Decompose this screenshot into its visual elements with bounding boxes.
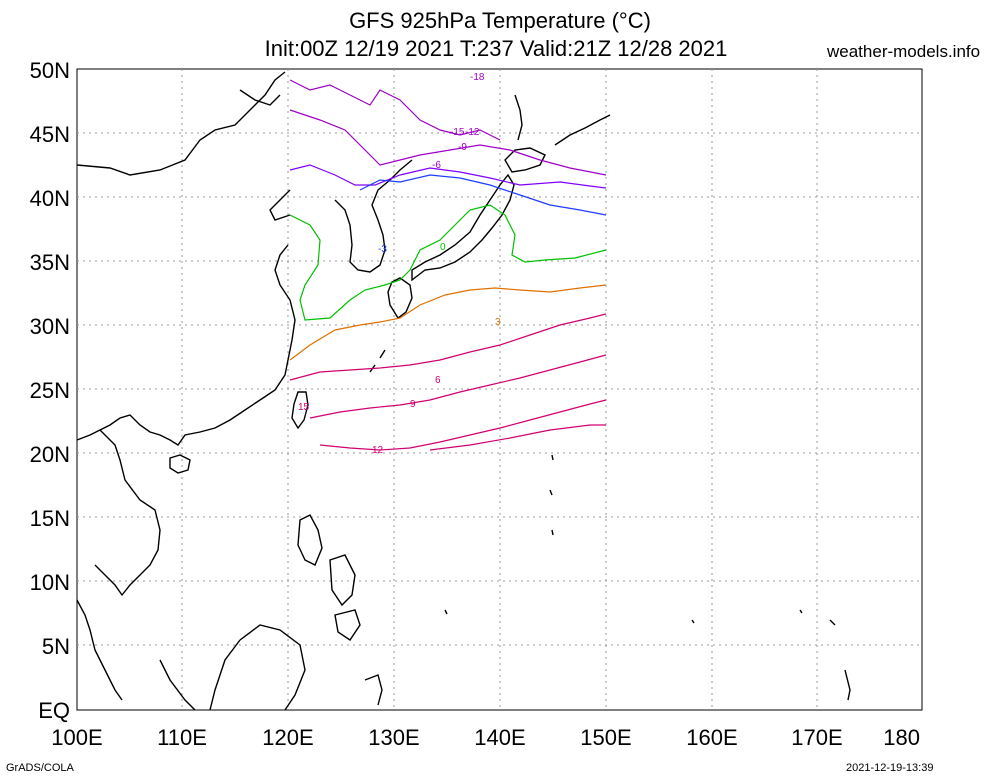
contour-label: 15 — [298, 402, 310, 413]
lon-label-180: 180 — [883, 725, 920, 750]
lat-label-20n: 20N — [30, 442, 70, 467]
lon-label-100e: 100E — [51, 725, 102, 750]
contour-label: 3 — [495, 317, 501, 328]
contour-minus-12 — [289, 109, 607, 176]
lat-label-15n: 15N — [30, 506, 70, 531]
philippines-islands — [297, 514, 361, 641]
lon-label-140e: 140E — [474, 725, 525, 750]
contour-0 — [289, 204, 607, 321]
longitude-labels: 100E 110E 120E 130E 140E 150E 160E 170E … — [51, 725, 920, 750]
honshu-island — [411, 173, 515, 282]
asia-coastline — [76, 71, 296, 446]
lat-label-40n: 40N — [30, 186, 70, 211]
contour-minus-18 — [289, 79, 501, 141]
lat-label-30n: 30N — [30, 314, 70, 339]
lat-label-25n: 25N — [30, 378, 70, 403]
contour-label: 12 — [372, 445, 384, 456]
map-title: GFS 925hPa Temperature (°C) — [349, 8, 651, 33]
indochina-coastline — [94, 429, 161, 597]
contour-minus-9 — [289, 164, 607, 189]
contour-9 — [309, 354, 607, 419]
kuril-islands — [554, 114, 611, 146]
sumatra-coastline — [159, 659, 196, 711]
kyushu-island — [387, 277, 413, 320]
latitude-labels: EQ 5N 10N 15N 20N 25N 30N 35N 40N 45N 50… — [30, 58, 70, 723]
contour-15 — [429, 424, 606, 451]
site-credit: weather-models.info — [827, 42, 981, 61]
lat-label-10n: 10N — [30, 570, 70, 595]
generated-timestamp: 2021-12-19-13:39 — [846, 762, 934, 774]
lat-label-eq: EQ — [38, 698, 70, 723]
lat-label-45n: 45N — [30, 122, 70, 147]
hainan-island — [169, 454, 191, 474]
contour-label: 0 — [440, 242, 446, 253]
contour-label: 9 — [410, 399, 416, 410]
malay-coastline — [76, 599, 123, 701]
sulawesi-coastline — [364, 674, 383, 706]
map-subtitle: Init:00Z 12/19 2021 T:237 Valid:21Z 12/2… — [264, 36, 728, 61]
temperature-contours — [289, 79, 607, 451]
graticule — [77, 69, 922, 710]
taiwan-island — [291, 391, 309, 430]
contour-label: -18 — [470, 72, 485, 83]
lon-label-130e: 130E — [368, 725, 419, 750]
coastlines — [76, 71, 851, 711]
contour-6 — [289, 313, 607, 381]
sakhalin-island — [514, 94, 523, 141]
lon-label-150e: 150E — [580, 725, 631, 750]
lat-label-35n: 35N — [30, 250, 70, 275]
hokkaido-island — [504, 147, 546, 173]
lon-label-170e: 170E — [791, 725, 842, 750]
borneo-coastline — [209, 624, 306, 711]
lon-label-160e: 160E — [686, 725, 737, 750]
contour-12 — [319, 399, 607, 451]
contour-label: 6 — [435, 375, 441, 386]
contour-label: -15 — [450, 127, 465, 138]
lat-label-5n: 5N — [42, 634, 70, 659]
lon-label-120e: 120E — [262, 725, 313, 750]
contour-minus-3 — [359, 174, 607, 216]
contour-labels: -18 -15 -12 -9 -6 -3 0 3 6 9 12 15 — [298, 72, 501, 456]
contour-label: -12 — [465, 127, 480, 138]
contour-label: -9 — [458, 142, 467, 153]
lon-label-110e: 110E — [157, 725, 207, 750]
lat-label-50n: 50N — [30, 58, 70, 83]
contour-label: -3 — [378, 244, 387, 255]
pacific-islands — [444, 454, 851, 701]
contour-3 — [289, 284, 607, 361]
korea-coastline — [334, 159, 413, 273]
contour-label: -6 — [432, 160, 441, 171]
grads-credit: GrADS/COLA — [6, 762, 74, 774]
